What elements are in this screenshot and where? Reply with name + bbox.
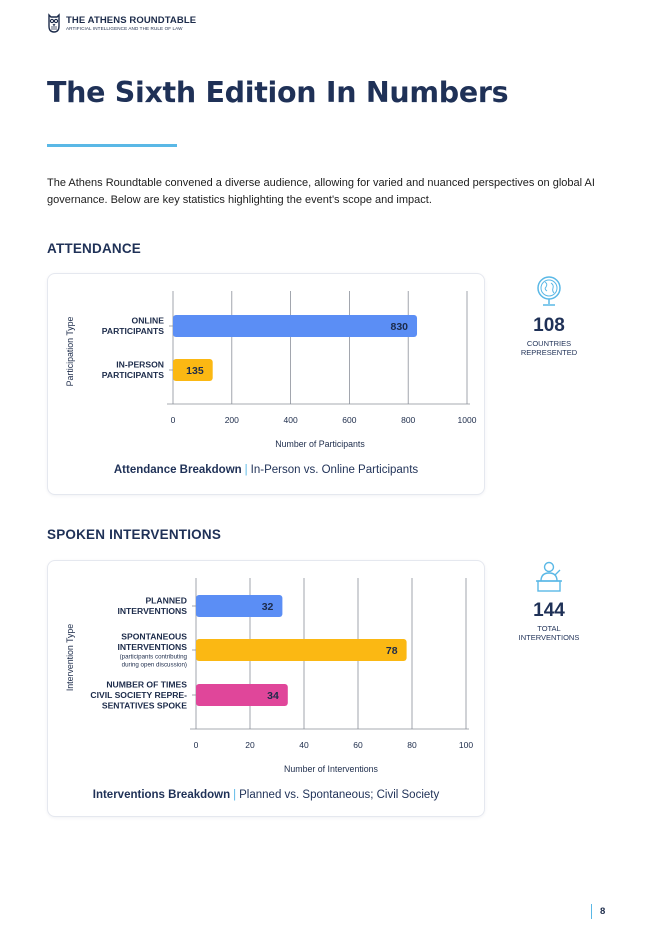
logo-subtitle: ARTIFICIAL INTELLIGENCE AND THE RULE OF … [66,25,183,31]
chart1-bar-1 [196,639,407,661]
chart1-category-label-0-0: PLANNED [145,596,187,606]
interventions-stat-value: 144 [533,600,565,621]
countries-stat-label: COUNTRIES REPRESENTED [499,339,599,357]
page-title: The Sixth Edition In Numbers [47,76,509,109]
globe-icon [537,276,561,306]
chart0-category-label-1-0: IN-PERSON [116,360,164,370]
chart0-x-tick-label-5: 1000 [458,415,477,425]
logo-title: THE ATHENS ROUNDTABLE [66,14,197,26]
interventions-caption-subtitle: Planned vs. Spontaneous; Civil Society [239,789,440,801]
attendance-chart-card: 0 200 400 600 800 1000 830 ONLINE PARTICIPANTS 13… [47,273,485,495]
chart1-bar-2 [196,684,288,706]
chart1-x-tick-label-1: 20 [245,740,255,750]
interventions-caption-title: Interventions Breakdown [92,789,231,801]
chart0-x-tick-label-0: 0 [171,415,176,425]
chart0-bar-value-label-0: 830 [390,321,408,333]
chart1-category-label-1-1: INTERVENTIONS [117,642,187,652]
chart1-bar-0 [196,595,283,617]
chart0-category-label-0-1: PARTICIPANTS [102,326,164,336]
chart1-category-label-0-1: INTERVENTIONS [117,606,187,616]
chart1-x-tick-label-0: 0 [194,740,199,750]
chart1-y-axis-title: Intervention Type [65,624,75,691]
interventions-caption: Interventions Breakdown | Planned vs. Spon… [92,789,440,801]
interventions-chart: 0 20 40 60 80 10032PLANNEDINTERVENTIONS78SPON… [65,578,473,774]
attendance-chart: 0 200 400 600 800 1000830ONLINEPARTICIPANTS13… [65,291,477,449]
chart1-category-label-1-0: SPONTANEOUS [121,632,187,642]
countries-stat-value: 108 [533,315,565,336]
chart1-x-tick-label-5: 100 [459,740,473,750]
chart0-bar-1 [173,359,213,381]
chart0-x-tick-label-2: 400 [284,415,298,425]
chart0-x-tick-label-3: 600 [342,415,356,425]
interventions-stat-label-line1: TOTAL [537,624,561,633]
chart0-bar-0 [173,315,418,337]
countries-stat-label-line2: REPRESENTED [520,348,578,357]
attendance-caption-title: Attendance Breakdown [113,464,242,476]
chart1-x-tick-label-3: 60 [353,740,363,750]
chart1-bar-value-label-2: 34 [267,690,279,702]
chart1-category-label-2-1: CIVIL SOCIETY REPRE- [90,690,187,700]
chart1-bar-value-label-0: 32 [262,601,274,613]
chart0-bar-value-label-1: 135 [186,365,204,377]
chart0-category-label-0-0: ONLINE [132,316,165,326]
interventions-stat-label: TOTAL INTERVENTIONS [499,624,599,642]
interventions-stat: 144 TOTAL INTERVENTIONS [499,559,599,642]
chart0-x-tick-label-1: 200 [225,415,239,425]
chart0-category-label-1-1: PARTICIPANTS [102,370,164,380]
owl-logo-icon [48,13,60,33]
title-underline [47,144,177,147]
page-number: 8 [591,904,605,919]
chart0-x-axis-title: Number of Participants [275,439,365,449]
chart0-y-axis-title: Participation Type [65,317,75,387]
interventions-chart-card: 0 20 40 60 80 100 32 PLANNED INTERVENTIONS 78 SPON… [47,560,485,817]
chart1-bar-value-label-1: 78 [386,645,398,657]
chart1-category-note-1-1: during open discussion) [122,662,187,669]
attendance-caption-subtitle: In-Person vs. Online Participants [250,464,419,476]
countries-stat: 108 COUNTRIES REPRESENTED [499,274,599,357]
chart0-x-tick-label-4: 800 [401,415,415,425]
chart1-x-axis-title: Number of Interventions [284,764,378,774]
interventions-heading: SPOKEN INTERVENTIONS [47,527,222,542]
intro-paragraph: The Athens Roundtable convened a diverse… [47,177,595,206]
chart1-x-tick-label-2: 40 [299,740,309,750]
chart1-category-label-2-2: SENTATIVES SPOKE [102,700,187,710]
header-logo: THE ATHENS ROUNDTABLE ARTIFICIAL INTELLI… [46,12,196,34]
chart1-x-tick-label-4: 80 [407,740,417,750]
chart1-category-note-1-0: (participants contributing [120,654,188,661]
countries-stat-label-line1: COUNTRIES [526,339,572,348]
interventions-stat-label-line2: INTERVENTIONS [518,633,580,642]
attendance-caption: Attendance Breakdown | In-Person vs. Onlin… [113,464,419,476]
speaker-at-podium-icon [536,561,562,592]
attendance-heading: ATTENDANCE [47,241,141,256]
chart1-category-label-2-0: NUMBER OF TIMES [106,679,187,689]
